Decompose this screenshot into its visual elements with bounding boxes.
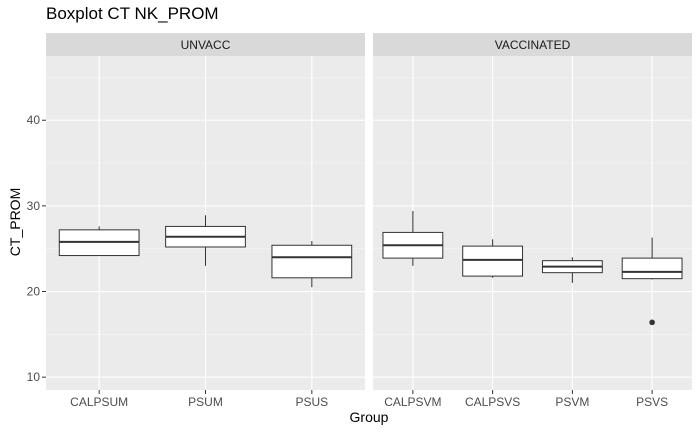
x-tick-label: PSUM	[188, 395, 223, 409]
y-tick-label: 10	[27, 370, 41, 384]
panel-strip	[46, 33, 365, 56]
panel-unvacc: UNVACC CALPSUM PSUM PSUS	[46, 33, 365, 409]
y-tick-label: 40	[27, 113, 41, 127]
x-tick-label: PSVS	[636, 395, 668, 409]
box-calpsum	[58, 226, 140, 257]
x-tick-label: PSUS	[295, 395, 328, 409]
panel-vaccinated: VACCINATED CALPSVM CALPSVS PSVM PSVS	[373, 33, 692, 409]
y-tick-label: 30	[27, 199, 41, 213]
outlier-point	[649, 319, 655, 326]
x-tick-label: CALPSVM	[384, 395, 441, 409]
panel-strip	[373, 33, 692, 56]
box-psum	[165, 215, 246, 266]
panel-strip-label: UNVACC	[181, 38, 231, 52]
panel-background	[373, 56, 692, 390]
box-psvs	[621, 237, 683, 326]
x-tick-label: PSVM	[555, 395, 589, 409]
y-axis-title: CT_PROM	[7, 188, 23, 256]
y-tick-label: 20	[27, 285, 41, 299]
box-iqr	[621, 257, 683, 280]
x-tick-label: CALPSUM	[70, 395, 128, 409]
box-iqr	[271, 244, 353, 279]
chart-title: Boxplot CT NK_PROM	[46, 4, 219, 23]
box-psus	[271, 240, 353, 288]
box-iqr	[462, 245, 524, 277]
panel-strip-label: VACCINATED	[495, 38, 571, 52]
x-tick-label: CALPSVS	[465, 395, 520, 409]
box-calpsvs	[462, 239, 524, 278]
box-calpsvm	[382, 211, 444, 266]
box-psvm	[541, 257, 603, 283]
x-axis-title: Group	[350, 409, 389, 425]
